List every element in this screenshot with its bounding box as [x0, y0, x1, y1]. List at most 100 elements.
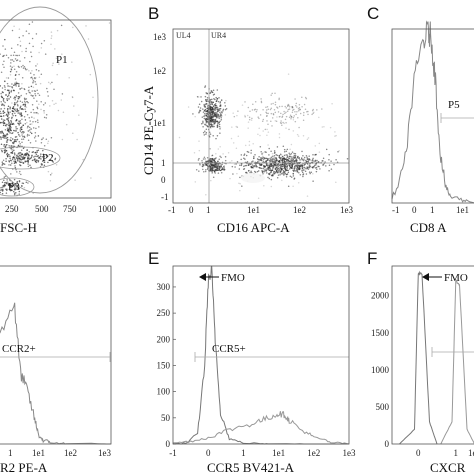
panel-a-event [36, 100, 38, 102]
panel-b-event [256, 109, 258, 111]
panel-b-event [297, 155, 299, 158]
panel-b-event [278, 97, 280, 99]
panel-b-event [259, 163, 261, 165]
panel-b-event [273, 165, 275, 168]
panel-a-event [5, 77, 8, 79]
panel-b-event [285, 160, 287, 163]
panel-a-event [35, 140, 37, 142]
panel-b-event [207, 116, 209, 119]
panel-b-event [314, 159, 317, 162]
panel-b-event [333, 163, 335, 166]
panel-d-xtick: 1 [8, 448, 13, 458]
panel-b-event [274, 151, 276, 154]
panel-a-event [24, 103, 27, 106]
panel-a-event [23, 156, 26, 159]
panel-a-event [10, 185, 13, 187]
fmo-annotation-f: FMO [444, 272, 468, 284]
panel-b-event [212, 167, 214, 169]
panel-b-event [210, 113, 212, 116]
panel-a-event [61, 138, 64, 141]
panel-a-event [4, 124, 7, 126]
panel-b-event [204, 103, 207, 105]
panel-b-event [316, 109, 318, 111]
panel-b-event [297, 168, 299, 171]
panel-b-event [292, 156, 294, 158]
panel-b-event [298, 164, 300, 166]
panel-b-event [270, 112, 273, 115]
panel-b-event [270, 94, 272, 96]
panel-a-event [54, 48, 56, 50]
panel-a-xtick: 250 [5, 204, 19, 214]
panel-a-event [5, 182, 7, 184]
panel-b-ylabel: CD14 PE-Cy7-A [141, 85, 156, 175]
panel-b-event [292, 118, 295, 121]
panel-a-event [8, 160, 10, 162]
panel-b-event [244, 114, 246, 117]
panel-a-event [3, 179, 5, 182]
panel-a-event [30, 111, 32, 114]
panel-b-event [222, 153, 224, 155]
panel-a-event [5, 149, 8, 152]
panel-b-event [277, 165, 279, 168]
panel-f-xlabel: CXCR [430, 460, 466, 474]
panel-a-event [33, 90, 36, 92]
panel-a-event [28, 86, 30, 89]
panel-a-event [46, 87, 48, 90]
panel-c: C P5 -1 0 1 1e1 CD8 A [367, 4, 474, 235]
panel-b-event [215, 153, 217, 155]
panel-a-event [42, 137, 44, 139]
panel-b-event [285, 111, 287, 113]
quadrant-label-lr4: LR4 [211, 164, 225, 173]
panel-a-event [30, 156, 33, 159]
panel-b-event [193, 151, 196, 154]
panel-a-event [15, 85, 17, 87]
panel-a-scatter [0, 21, 111, 197]
panel-a-event [3, 145, 5, 147]
panel-a-event [36, 89, 38, 92]
panel-b-event [274, 157, 276, 159]
panel-b-event [288, 163, 290, 165]
panel-a-event [40, 142, 43, 144]
panel-a-event [14, 130, 16, 132]
panel-b-event [249, 110, 251, 112]
panel-b-event [283, 167, 285, 170]
panel-b-event [286, 154, 289, 156]
panel-a-event [4, 151, 6, 153]
panel-b-event [298, 126, 300, 129]
panel-a-event [19, 106, 22, 109]
panel-b-event [302, 119, 305, 122]
panel-a-event [28, 134, 30, 137]
panel-b-event [301, 165, 303, 168]
panel-e-ytick: 300 [157, 282, 171, 292]
panel-a-event [47, 140, 50, 143]
panel-b-event [306, 195, 309, 197]
panel-a-event [30, 94, 32, 96]
panel-b-event [321, 108, 323, 110]
panel-e-xtick: 0 [206, 448, 211, 458]
panel-a-event [16, 154, 18, 157]
panel-a-event [0, 138, 2, 140]
fmo-histogram-line-f [399, 270, 438, 445]
panel-a-event [14, 101, 16, 104]
panel-a-event [23, 186, 26, 189]
panel-a-event [87, 38, 90, 40]
panel-b-event [305, 154, 308, 157]
panel-a-event [28, 126, 31, 129]
panel-b-event [260, 167, 263, 170]
panel-a-event [16, 171, 18, 173]
panel-a-event [2, 115, 5, 117]
panel-a-event [21, 138, 23, 140]
panel-a-event [4, 80, 6, 83]
panel-a-event [3, 182, 6, 184]
panel-a-event [35, 68, 38, 71]
panel-a-event [26, 135, 29, 137]
panel-a-event [12, 114, 14, 117]
panel-b-event [280, 112, 282, 115]
panel-a-event [72, 132, 74, 135]
panel-b-event [286, 105, 289, 107]
panel-a-event [19, 142, 21, 145]
panel-a-event [33, 111, 35, 114]
panel-f-xtick: 0 [416, 448, 421, 458]
panel-b-event [251, 164, 254, 166]
panel-b-event [299, 112, 302, 115]
